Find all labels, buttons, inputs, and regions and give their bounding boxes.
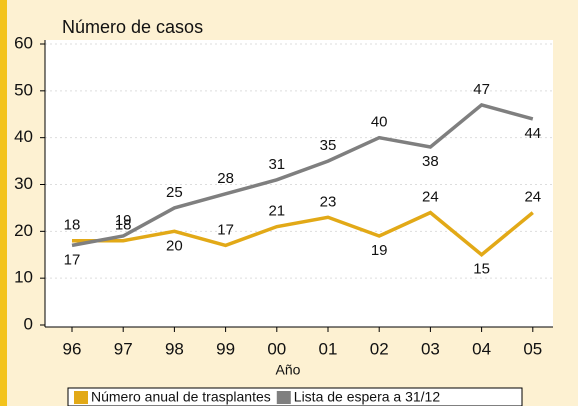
data-label: 47 — [473, 81, 490, 98]
legend-label: Lista de espera a 31/12 — [294, 389, 441, 405]
series-line — [71, 102, 534, 248]
x-tick-label: 97 — [114, 339, 133, 358]
legend-swatch — [74, 391, 88, 404]
data-label: 15 — [473, 261, 490, 278]
y-tick-label: 30 — [14, 174, 33, 193]
y-axis-label: Número de casos — [62, 17, 203, 37]
data-label: 40 — [371, 114, 388, 131]
data-label: 18 — [64, 217, 81, 234]
data-label: 20 — [166, 237, 183, 254]
data-label: 19 — [371, 242, 388, 259]
x-tick-label: 02 — [370, 339, 389, 358]
legend — [67, 387, 523, 406]
data-label: 35 — [320, 137, 337, 154]
side-strip — [0, 0, 7, 406]
y-tick-label: 10 — [14, 268, 33, 287]
data-label: 18 — [115, 217, 132, 234]
y-tick-label: 50 — [14, 80, 33, 99]
series-line — [72, 210, 534, 258]
data-label: 28 — [217, 170, 234, 187]
data-label: 24 — [422, 189, 439, 206]
x-tick-label: 03 — [421, 339, 440, 358]
x-tick-label: 99 — [216, 339, 235, 358]
data-label: 44 — [524, 125, 541, 142]
plot-area — [45, 40, 553, 327]
y-tick-label: 0 — [24, 314, 33, 333]
y-tick-label: 60 — [14, 33, 33, 52]
data-label: 38 — [422, 153, 439, 170]
data-label: 17 — [64, 251, 81, 268]
x-tick-label: 05 — [523, 339, 542, 358]
x-tick-label: 96 — [63, 339, 82, 358]
x-tick-label: 98 — [165, 339, 184, 358]
x-tick-label: 04 — [472, 339, 491, 358]
data-label: 31 — [268, 156, 285, 173]
legend-label: Número anual de trasplantes — [91, 389, 271, 405]
x-tick-label: 01 — [319, 339, 338, 358]
y-tick-label: 40 — [14, 127, 33, 146]
legend-swatch — [276, 391, 291, 404]
data-label: 21 — [268, 203, 285, 220]
data-label: 24 — [524, 189, 541, 206]
x-axis-label: Año — [276, 362, 301, 378]
y-tick-label: 20 — [14, 221, 33, 240]
data-label: 23 — [320, 193, 337, 210]
data-label: 25 — [166, 184, 183, 201]
data-label: 19 — [115, 212, 132, 229]
x-tick-label: 00 — [267, 339, 286, 358]
data-label: 17 — [217, 221, 234, 238]
